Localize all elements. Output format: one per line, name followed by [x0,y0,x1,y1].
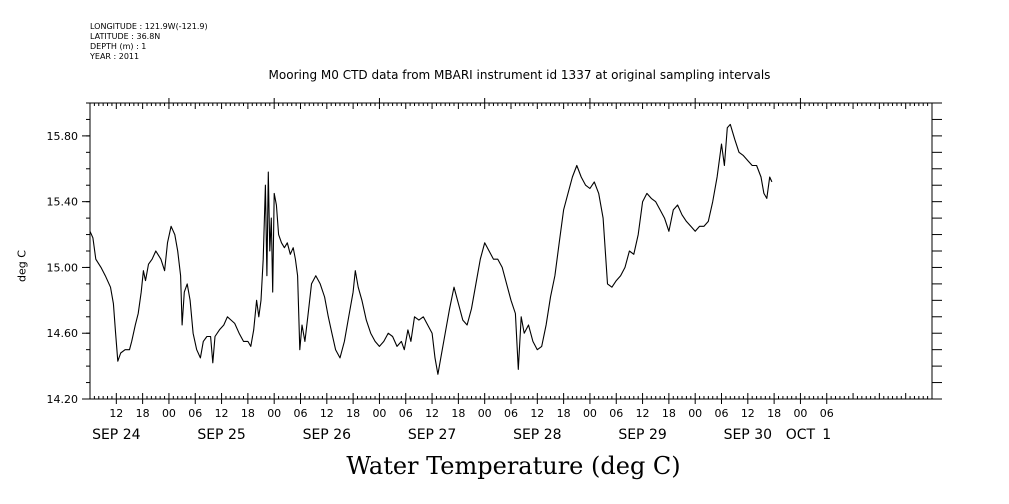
y-tick-label: 14.60 [47,327,79,340]
x-tick-label: 06 [715,407,729,420]
x-tick-label: 00 [793,407,807,420]
x-day-label: SEP 30 [724,427,772,443]
x-day-label: SEP 29 [618,427,666,443]
x-tick-label: 06 [188,407,202,420]
x-day-label: 1 [822,427,831,443]
x-tick-label: 12 [425,407,439,420]
longitude-text: LONGITUDE : 121.9W(-121.9) [90,22,208,31]
x-axis-label: Water Temperature (deg C) [346,452,681,480]
metadata-block: LONGITUDE : 121.9W(-121.9) LATITUDE : 36… [90,22,208,62]
x-day-label: SEP 25 [197,427,245,443]
x-tick-label: 18 [662,407,676,420]
x-tick-label: 12 [741,407,755,420]
chart-title: Mooring M0 CTD data from MBARI instrumen… [268,68,771,82]
x-tick-label: 00 [162,407,176,420]
x-tick-label: 18 [346,407,360,420]
x-tick-label: 00 [372,407,386,420]
latitude-text: LATITUDE : 36.8N [90,32,161,41]
x-tick-label: 18 [451,407,465,420]
x-tick-label: 06 [820,407,834,420]
x-tick-label: 00 [478,407,492,420]
y-tick-label: 14.20 [47,393,79,406]
x-tick-label: 06 [609,407,623,420]
x-tick-label: 00 [688,407,702,420]
x-tick-label: 12 [530,407,544,420]
x-tick-label: 18 [557,407,571,420]
depth-text: DEPTH (m) : 1 [90,42,147,51]
x-tick-label: 12 [109,407,123,420]
x-tick-label: 00 [583,407,597,420]
x-tick-label: 12 [636,407,650,420]
x-tick-label: 00 [267,407,281,420]
x-day-label: SEP 27 [408,427,456,443]
x-tick-label: 06 [399,407,413,420]
x-tick-label: 12 [320,407,334,420]
x-day-label: SEP 24 [92,427,141,443]
x-tick-label: 06 [504,407,518,420]
x-tick-label: 18 [767,407,781,420]
plot-frame [89,102,933,400]
x-day-label: OCT [786,427,816,443]
x-day-label: SEP 26 [303,427,352,443]
x-tick-label: 18 [241,407,255,420]
y-tick-label: 15.40 [47,196,79,209]
x-day-label: SEP 28 [513,427,561,443]
x-tick-label: 12 [215,407,229,420]
year-text: YEAR : 2011 [90,52,140,61]
x-tick-label: 06 [294,407,308,420]
water-temperature-line [89,123,773,375]
x-tick-label: 18 [136,407,150,420]
y-tick-label: 15.80 [47,130,79,143]
y-tick-label: 15.00 [47,261,79,274]
